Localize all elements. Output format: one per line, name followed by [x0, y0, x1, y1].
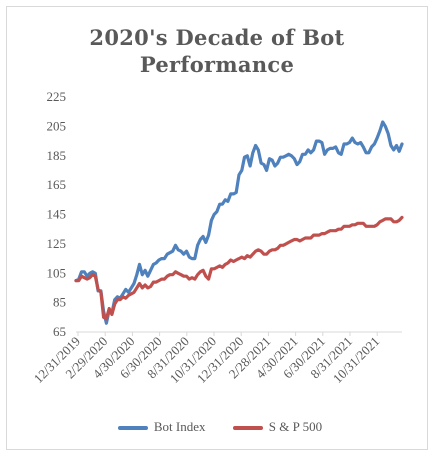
y-tick-label: 225: [47, 89, 67, 104]
series-line-sp500: [74, 215, 404, 321]
y-tick-label: 145: [47, 207, 67, 222]
y-tick-label: 205: [47, 118, 67, 133]
series-lines: [74, 120, 404, 325]
chart-legend: Bot Index S & P 500: [0, 419, 440, 435]
chart-title-line-2: Performance: [139, 52, 295, 77]
y-tick-label: 105: [47, 265, 67, 280]
y-tick-label: 125: [47, 236, 67, 251]
chart-title: 2020's Decade of Bot Performance: [0, 24, 434, 78]
y-tick-label: 165: [47, 177, 67, 192]
legend-label-bot-index: Bot Index: [153, 419, 206, 434]
legend-swatch-sp500: [232, 426, 263, 431]
legend-swatch-bot-index: [117, 426, 148, 431]
y-tick-label: 85: [53, 295, 66, 310]
y-tick-label: 65: [53, 324, 66, 339]
legend-label-sp500: S & P 500: [268, 419, 323, 434]
x-axis-ticks: 12/31/20192/29/20204/30/20206/30/20208/3…: [31, 332, 382, 386]
series-line-bot-index: [74, 120, 404, 325]
chart-title-line-1: 2020's Decade of Bot: [89, 25, 345, 50]
chart-frame: [6, 6, 428, 450]
y-axis-ticks: 65 85 105 125 145 165 185 205 225: [47, 89, 67, 339]
legend-item-bot-index: Bot Index: [117, 419, 206, 435]
y-tick-label: 185: [47, 148, 67, 163]
legend-item-sp500: S & P 500: [232, 419, 323, 435]
